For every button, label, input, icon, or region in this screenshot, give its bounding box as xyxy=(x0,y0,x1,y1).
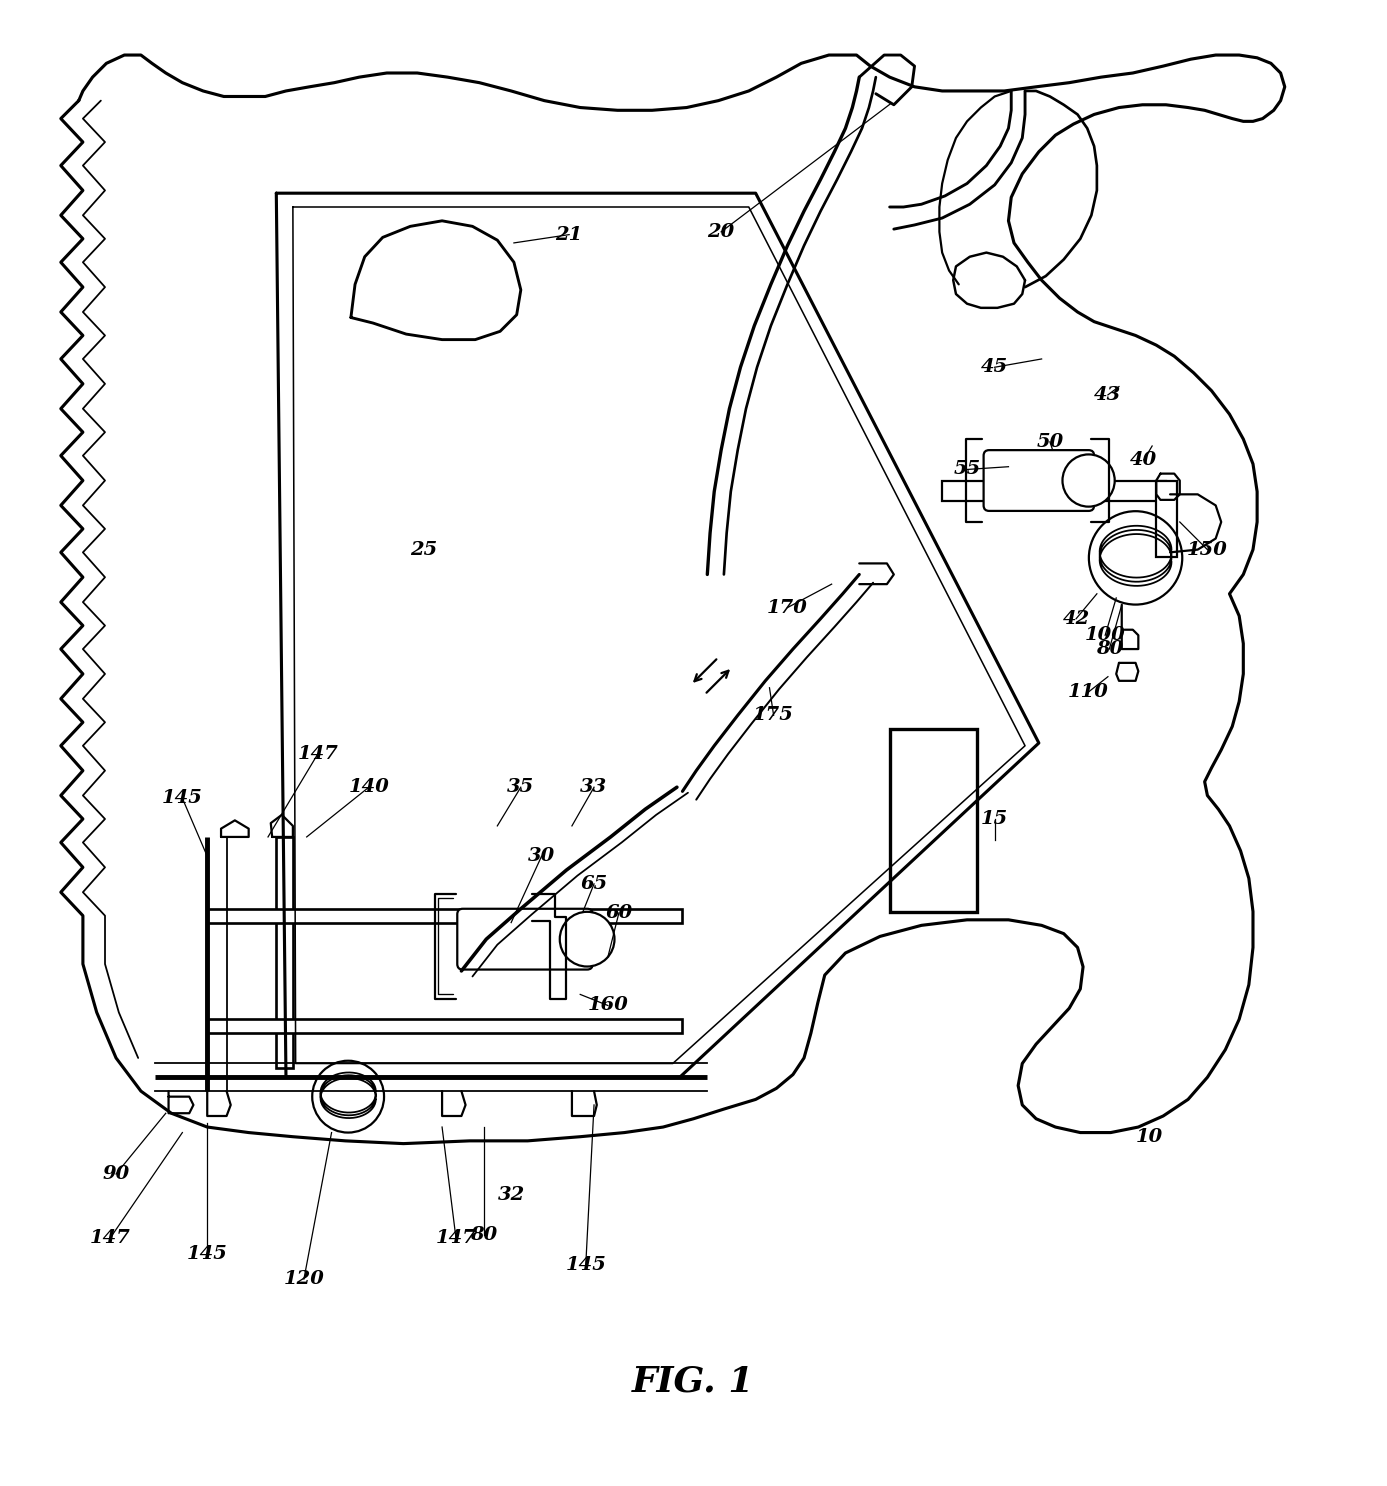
Polygon shape xyxy=(276,837,293,1067)
Text: 140: 140 xyxy=(348,779,390,796)
Text: 147: 147 xyxy=(436,1229,476,1247)
Text: 65: 65 xyxy=(580,875,608,893)
Polygon shape xyxy=(942,480,1166,501)
Text: 55: 55 xyxy=(953,461,981,478)
Text: 145: 145 xyxy=(162,789,203,807)
Text: 145: 145 xyxy=(566,1256,606,1274)
Text: 160: 160 xyxy=(588,997,628,1015)
Text: 40: 40 xyxy=(1130,450,1158,468)
Polygon shape xyxy=(1157,480,1178,556)
Text: 100: 100 xyxy=(1085,626,1126,645)
Text: 170: 170 xyxy=(767,599,807,617)
Text: 25: 25 xyxy=(411,541,438,559)
Text: 42: 42 xyxy=(1062,609,1090,627)
Text: FIG. 1: FIG. 1 xyxy=(632,1364,755,1398)
Polygon shape xyxy=(889,730,976,911)
Text: 80: 80 xyxy=(470,1226,497,1244)
Text: 80: 80 xyxy=(1096,640,1123,658)
Polygon shape xyxy=(207,1019,682,1033)
Text: 32: 32 xyxy=(498,1186,524,1204)
Circle shape xyxy=(560,912,614,966)
Text: 147: 147 xyxy=(297,744,338,762)
Text: 150: 150 xyxy=(1187,541,1227,559)
Text: 20: 20 xyxy=(707,223,735,241)
Text: 90: 90 xyxy=(103,1165,129,1183)
Text: 147: 147 xyxy=(90,1229,130,1247)
Text: 10: 10 xyxy=(1136,1128,1164,1146)
Text: 43: 43 xyxy=(1094,386,1122,404)
Text: 110: 110 xyxy=(1068,684,1110,701)
Text: 30: 30 xyxy=(528,847,555,865)
Text: 21: 21 xyxy=(556,226,583,244)
Text: 15: 15 xyxy=(981,810,1008,828)
Text: 35: 35 xyxy=(508,779,534,796)
Text: 45: 45 xyxy=(981,358,1008,376)
FancyBboxPatch shape xyxy=(458,909,592,969)
Text: 50: 50 xyxy=(1036,432,1064,450)
FancyBboxPatch shape xyxy=(983,450,1094,511)
Text: 145: 145 xyxy=(187,1245,227,1263)
Text: 60: 60 xyxy=(605,903,632,921)
Text: 33: 33 xyxy=(580,779,608,796)
Text: 120: 120 xyxy=(283,1271,325,1288)
Circle shape xyxy=(1062,455,1115,507)
Polygon shape xyxy=(207,909,682,923)
Text: 175: 175 xyxy=(753,706,795,724)
